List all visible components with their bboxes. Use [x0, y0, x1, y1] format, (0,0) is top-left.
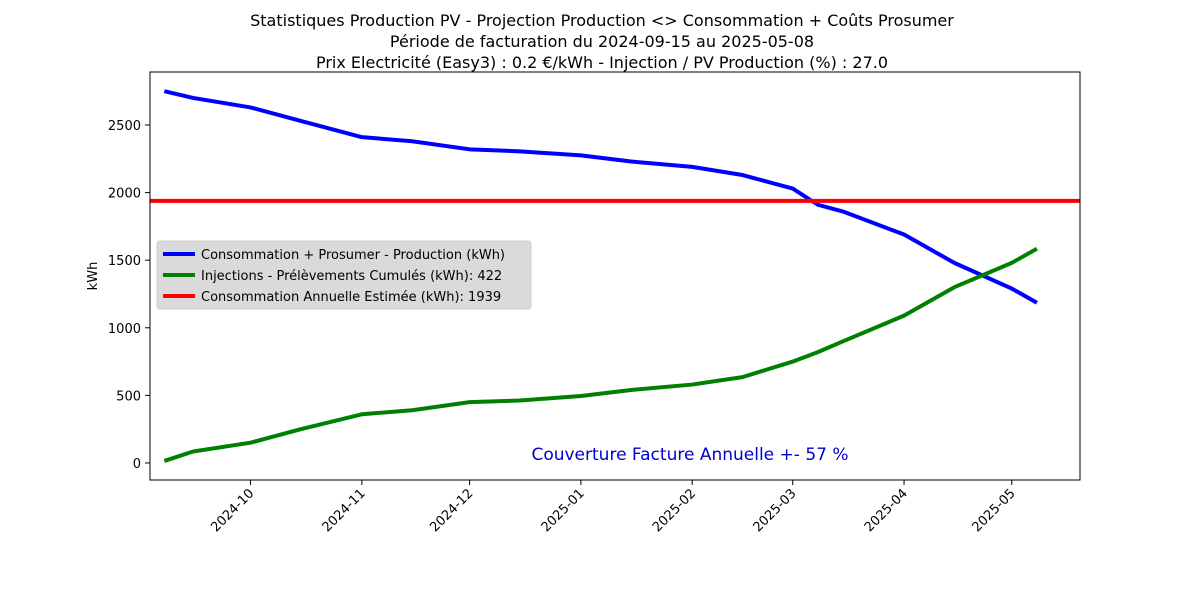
- y-tick-label: 500: [116, 389, 141, 404]
- annotation: Couverture Facture Annuelle +- 57 %: [531, 445, 848, 465]
- y-tick-label: 1000: [108, 322, 141, 337]
- legend-label: Injections - Prélèvements Cumulés (kWh):…: [201, 269, 502, 284]
- chart-title: Prix Electricité (Easy3) : 0.2 €/kWh - I…: [316, 53, 888, 72]
- x-tick-label: 2025-05: [970, 486, 1019, 535]
- chart-title: Statistiques Production PV - Projection …: [250, 11, 954, 30]
- y-tick-label: 2500: [108, 119, 141, 134]
- series-line: [163, 246, 1038, 463]
- y-tick-label: 1500: [108, 254, 141, 269]
- x-tick-label: 2024-12: [427, 486, 476, 535]
- chart-title: Période de facturation du 2024-09-15 au …: [390, 32, 814, 51]
- legend-label: Consommation Annuelle Estimée (kWh): 193…: [201, 290, 501, 305]
- plot-frame: [149, 71, 1081, 481]
- y-tick-label: 0: [133, 457, 141, 472]
- x-tick-label: 2025-01: [539, 486, 588, 535]
- legend-box: [156, 240, 532, 310]
- y-axis-label: kWh: [86, 262, 101, 291]
- y-tick-label: 2000: [108, 187, 141, 202]
- series-line: [163, 89, 1038, 305]
- x-tick-label: 2024-11: [320, 486, 369, 535]
- x-tick-label: 2025-03: [751, 486, 800, 535]
- x-tick-label: 2025-04: [862, 486, 911, 535]
- x-tick-label: 2024-10: [208, 486, 257, 535]
- x-tick-label: 2025-02: [650, 486, 699, 535]
- legend-label: Consommation + Prosumer - Production (kW…: [201, 248, 505, 263]
